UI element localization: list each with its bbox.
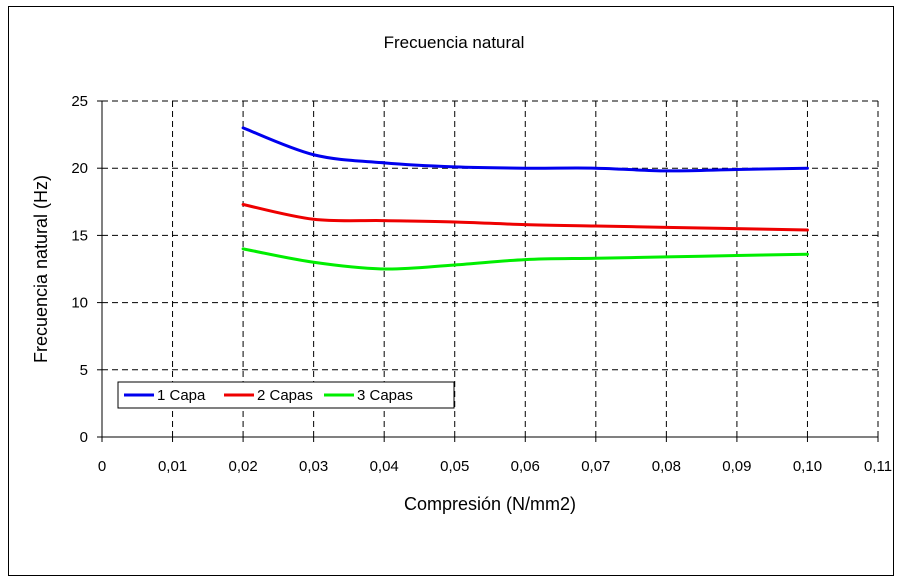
series-line-3 — [241, 247, 809, 271]
legend-box — [117, 381, 455, 409]
x-tick-label: 0,01 — [158, 458, 187, 475]
x-tick-label: 0,08 — [652, 458, 681, 475]
x-tick-label: 0,07 — [581, 458, 610, 475]
legend-label-1: 1 Capa — [157, 387, 206, 404]
x-tick-label: 0,05 — [440, 458, 469, 475]
x-tick-label: 0,02 — [228, 458, 257, 475]
series-line-2 — [241, 202, 809, 232]
legend: 1 Capa 2 Capas 3 Capas — [117, 381, 455, 409]
y-axis-label: Frecuencia natural (Hz) — [31, 175, 51, 363]
y-tick-label: 10 — [71, 295, 88, 312]
legend-label-2: 2 Capas — [257, 387, 313, 404]
x-tick-label: 0,04 — [370, 458, 399, 475]
legend-label-3: 3 Capas — [357, 387, 413, 404]
x-tick-label: 0,11 — [864, 458, 892, 475]
x-tick-label: 0,03 — [299, 458, 328, 475]
chart-title: Frecuencia natural — [384, 33, 525, 52]
y-axis-ticks: 0 5 10 15 20 25 — [71, 93, 102, 446]
y-tick-label: 15 — [71, 227, 88, 244]
x-tick-label: 0,09 — [722, 458, 751, 475]
x-axis-ticks: 0 0,01 0,02 0,03 0,04 0,05 0,06 0,07 0,08 0,09 0,1… — [98, 437, 892, 475]
x-tick-label: 0 — [98, 458, 106, 475]
y-tick-label: 5 — [80, 362, 88, 379]
axes — [101, 101, 878, 438]
x-tick-label: 0,10 — [793, 458, 822, 475]
series-line-1 — [241, 126, 809, 173]
y-tick-label: 25 — [71, 93, 88, 110]
x-tick-label: 0,06 — [511, 458, 540, 475]
y-tick-label: 20 — [71, 160, 88, 177]
series-lines — [241, 126, 809, 271]
grid-lines — [102, 100, 879, 437]
y-tick-label: 0 — [80, 429, 88, 446]
x-axis-label: Compresión (N/mm2) — [404, 494, 576, 514]
